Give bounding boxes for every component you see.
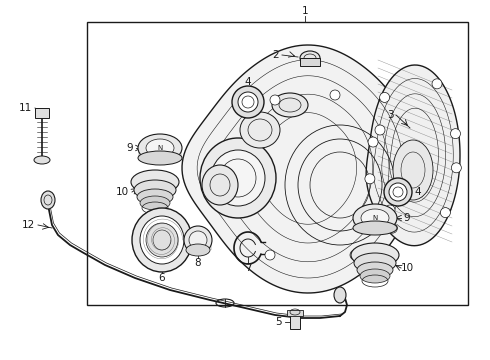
Bar xyxy=(87,22,468,305)
Ellipse shape xyxy=(132,208,192,272)
Ellipse shape xyxy=(211,150,265,206)
Ellipse shape xyxy=(334,287,346,303)
Ellipse shape xyxy=(270,95,280,105)
Ellipse shape xyxy=(146,223,178,257)
Ellipse shape xyxy=(131,170,179,194)
Ellipse shape xyxy=(140,196,170,210)
Text: 11: 11 xyxy=(19,103,32,113)
Text: 9: 9 xyxy=(404,213,410,223)
Text: 10: 10 xyxy=(116,187,128,197)
Bar xyxy=(290,314,300,329)
Text: 1: 1 xyxy=(302,6,308,16)
Text: 4: 4 xyxy=(245,77,251,87)
Bar xyxy=(353,218,397,228)
Ellipse shape xyxy=(368,137,378,147)
Ellipse shape xyxy=(138,134,182,162)
Text: 8: 8 xyxy=(195,258,201,268)
Text: N: N xyxy=(157,145,163,151)
Ellipse shape xyxy=(375,125,385,135)
Text: N: N xyxy=(372,215,378,221)
Ellipse shape xyxy=(238,92,258,112)
Polygon shape xyxy=(366,65,460,246)
Ellipse shape xyxy=(265,250,275,260)
Text: 2: 2 xyxy=(273,50,279,60)
Ellipse shape xyxy=(140,216,184,264)
Polygon shape xyxy=(182,45,416,293)
Ellipse shape xyxy=(272,93,308,117)
Ellipse shape xyxy=(450,129,461,139)
Text: 9: 9 xyxy=(127,143,133,153)
Bar xyxy=(287,310,303,316)
Ellipse shape xyxy=(134,180,176,200)
Ellipse shape xyxy=(385,205,395,215)
Text: 4: 4 xyxy=(415,187,421,197)
Ellipse shape xyxy=(232,86,264,118)
Ellipse shape xyxy=(451,163,462,173)
Ellipse shape xyxy=(138,151,182,165)
Ellipse shape xyxy=(365,174,375,184)
Ellipse shape xyxy=(357,262,393,278)
Ellipse shape xyxy=(240,112,280,148)
Ellipse shape xyxy=(186,244,210,256)
Ellipse shape xyxy=(432,79,442,89)
Ellipse shape xyxy=(330,90,340,100)
Ellipse shape xyxy=(353,221,397,235)
Text: 10: 10 xyxy=(400,263,414,273)
Text: 12: 12 xyxy=(22,220,35,230)
Ellipse shape xyxy=(41,191,55,209)
Ellipse shape xyxy=(137,189,173,205)
Bar xyxy=(300,58,320,66)
Ellipse shape xyxy=(380,93,390,102)
Ellipse shape xyxy=(34,156,50,164)
Ellipse shape xyxy=(353,204,397,232)
Ellipse shape xyxy=(393,140,433,200)
Ellipse shape xyxy=(350,250,360,260)
Ellipse shape xyxy=(388,223,397,233)
Ellipse shape xyxy=(300,51,320,65)
Ellipse shape xyxy=(351,243,399,267)
Bar xyxy=(35,108,49,118)
Bar xyxy=(184,240,212,250)
Ellipse shape xyxy=(354,253,396,273)
Ellipse shape xyxy=(389,183,407,201)
Ellipse shape xyxy=(189,231,207,249)
Ellipse shape xyxy=(146,139,174,157)
Text: 5: 5 xyxy=(275,317,281,327)
Ellipse shape xyxy=(384,178,412,206)
Ellipse shape xyxy=(361,209,389,227)
Ellipse shape xyxy=(202,165,238,205)
Ellipse shape xyxy=(184,226,212,254)
Text: 3: 3 xyxy=(387,110,393,120)
Bar xyxy=(138,148,182,158)
Ellipse shape xyxy=(200,138,276,218)
Text: 7: 7 xyxy=(245,263,251,273)
Ellipse shape xyxy=(441,208,450,217)
Text: 6: 6 xyxy=(159,273,165,283)
Ellipse shape xyxy=(360,269,390,283)
